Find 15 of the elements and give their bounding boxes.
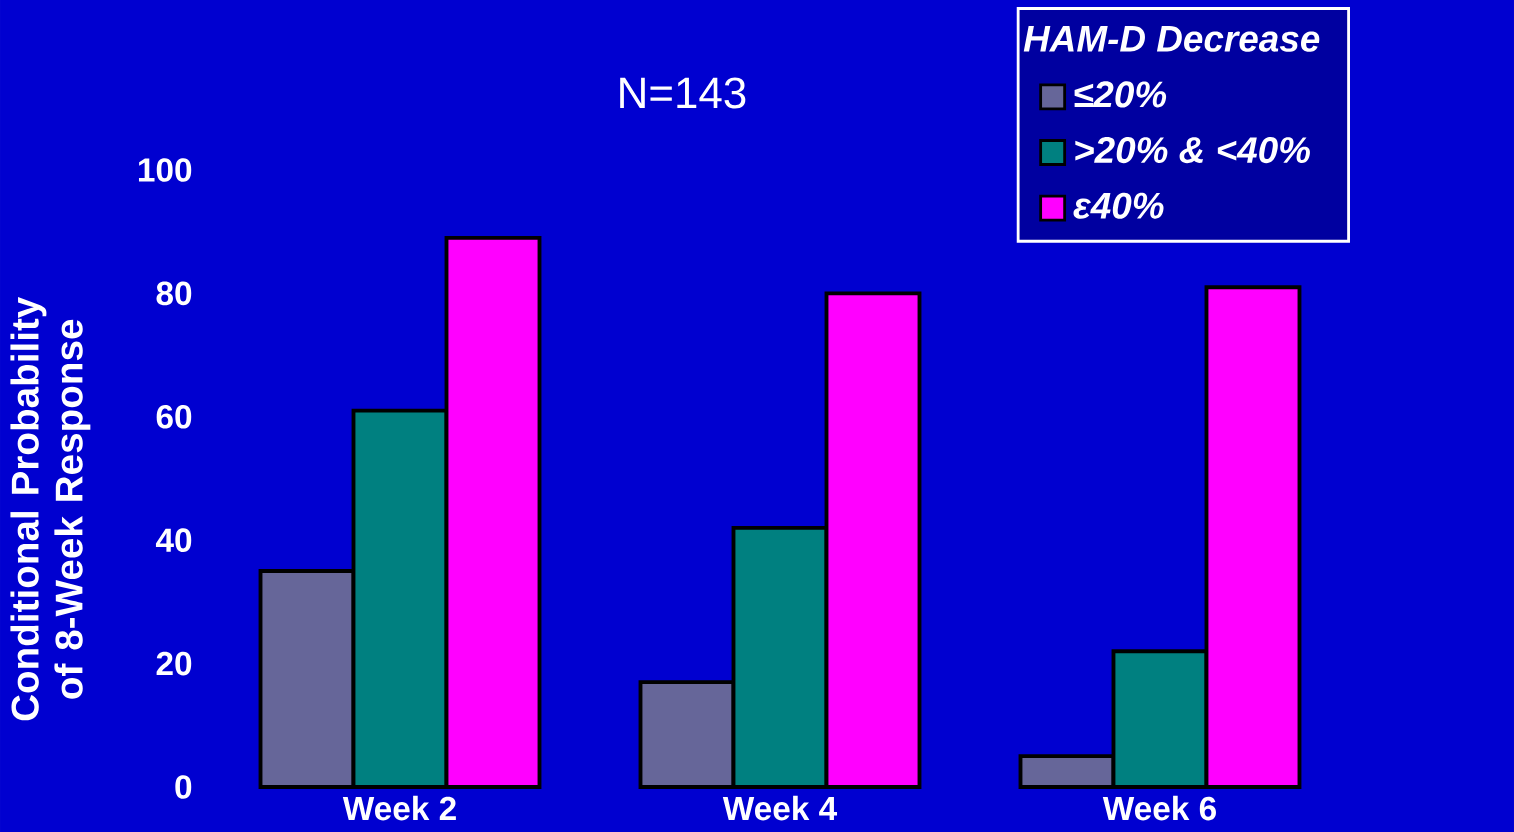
y-tick-label: 60 [156,404,192,429]
legend-label: >20% & <40% [1075,137,1310,164]
x-tick-label: Week 6 [1102,795,1216,821]
y-tick-label: 100 [138,158,192,182]
y-tick-label: 80 [156,281,192,306]
legend-title: HAM-D Decrease [1023,26,1320,52]
legend-label: ≤20% [1074,81,1167,108]
legend-label: ε40% [1073,192,1164,219]
y-tick-label: 0 [175,775,192,799]
chart-title: N=143 [620,77,746,109]
y-axis-title: Conditional Probability of 8-Week Response [10,296,91,721]
y-tick-label: 20 [156,651,192,676]
x-tick-label: Week 4 [722,795,838,821]
x-tick-label: Week 2 [342,795,456,821]
y-tick-label: 40 [155,528,192,553]
